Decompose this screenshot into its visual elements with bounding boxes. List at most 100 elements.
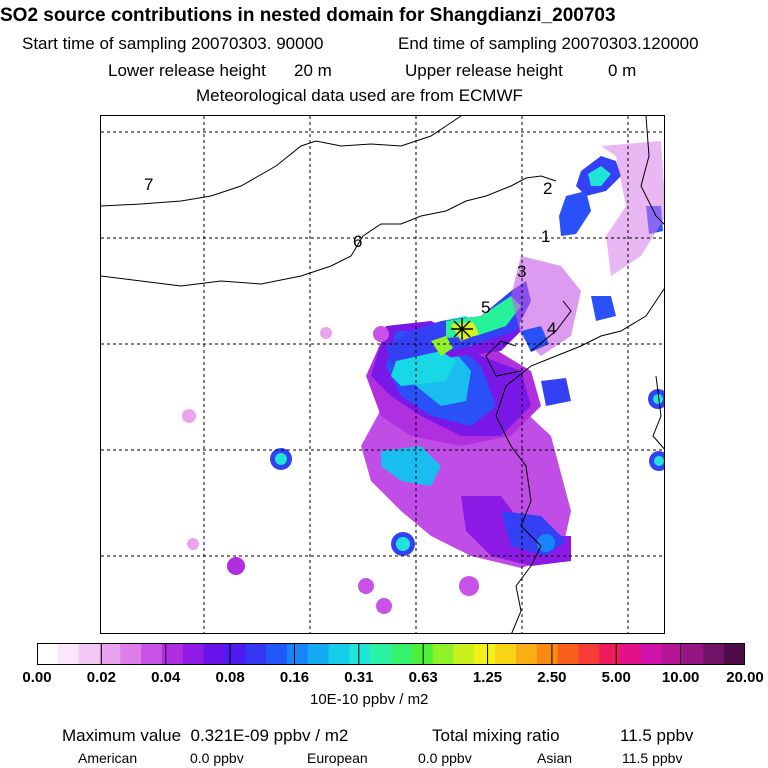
start-time: Start time of sampling 20070303. 90000 [22, 34, 324, 53]
border-line-north [101, 116, 462, 207]
patch-nw-1 [373, 326, 389, 342]
colorbar-swatch [266, 643, 288, 665]
plume-cyan-south [381, 446, 441, 486]
colorbar-tick-label: 0.04 [151, 669, 181, 686]
colorbar-swatches [36, 643, 746, 665]
colorbar-swatch [78, 643, 100, 665]
colorbar-swatch [557, 643, 579, 665]
colorbar [36, 643, 746, 665]
colorbar-swatch [370, 643, 392, 665]
patch-south-2 [358, 578, 374, 594]
asian-value: 11.5 ppbv [622, 750, 683, 766]
colorbar-swatch [411, 643, 434, 665]
met-data-note: Meteorological data used are from ECMWF [196, 86, 523, 105]
colorbar-swatch [453, 643, 475, 665]
border-line-ne [640, 116, 664, 225]
colorbar-swatch [620, 643, 642, 665]
colorbar-tick-label: 10.00 [661, 669, 700, 686]
colorbar-tick-label: 0.63 [408, 669, 438, 686]
region-label-7: 7 [144, 175, 154, 194]
colorbar-swatch [307, 643, 330, 665]
ne-island-2 [559, 191, 591, 236]
european-label: European [307, 750, 368, 766]
colorbar-tick-label: 0.31 [344, 669, 374, 686]
colorbar-swatch [120, 643, 142, 665]
patch-south-1-core [396, 537, 410, 551]
patch-east-1-core [653, 394, 663, 404]
colorbar-border [37, 643, 745, 665]
patch-east-2-core [654, 456, 664, 466]
coastline-peninsula [530, 300, 572, 352]
ne-island-1-core [588, 166, 611, 186]
ne-island-4 [591, 296, 616, 321]
american-label: American [78, 750, 138, 766]
patch-sw-1 [227, 557, 245, 575]
colorbar-tick-label: 0.08 [215, 669, 245, 686]
total-label: Total mixing ratio [432, 726, 560, 745]
total-value: 11.5 ppbv [620, 726, 694, 745]
coast-blue-patch-2 [541, 378, 571, 406]
max-value: 0.321E-09 ppbv / m2 [190, 726, 349, 745]
colorbar-swatch [661, 643, 684, 665]
upper-height-value: 0 m [608, 61, 637, 80]
colorbar-tick-label: 0.02 [86, 669, 116, 686]
colorbar-swatch [245, 643, 267, 665]
colorbar-swatch [703, 643, 725, 665]
region-label-2: 2 [543, 179, 553, 198]
colorbar-swatch [203, 643, 225, 665]
colorbar-swatch [432, 643, 454, 665]
colorbar-swatch [224, 643, 246, 665]
colorbar-tick-label: 0.16 [279, 669, 310, 686]
patch-south-3 [376, 598, 392, 614]
colorbar-swatch [599, 643, 621, 665]
coastline-bay [485, 340, 522, 377]
region-label-1: 1 [541, 227, 551, 246]
region-label-6: 6 [353, 232, 363, 251]
patch-sw-2 [187, 538, 199, 550]
colorbar-swatch [57, 643, 80, 665]
coastline-main [495, 288, 664, 633]
patch-west-1-core [275, 453, 287, 465]
region-label-3: 3 [517, 262, 527, 281]
patch-south-4 [459, 576, 479, 596]
colorbar-swatch [495, 643, 517, 665]
border-line-west [101, 175, 557, 287]
colorbar-swatch [349, 643, 371, 665]
colorbar-swatch [724, 643, 746, 665]
concentration-map: 1 2 3 4 5 6 7 [100, 115, 665, 634]
colorbar-swatch [474, 643, 496, 665]
lat-lon-grid [101, 116, 664, 633]
colorbar-swatch [182, 643, 205, 665]
max-label: Maximum value [62, 726, 182, 745]
band-yellowgreen [431, 336, 453, 356]
european-value: 0.0 ppbv [418, 750, 472, 766]
colorbar-swatch [141, 643, 163, 665]
colorbar-swatch [578, 643, 600, 665]
colorbar-swatch [286, 643, 309, 665]
asian-label: Asian [537, 750, 573, 766]
colorbar-swatch [99, 643, 121, 665]
colorbar-unit: 10E-10 ppbv / m2 [310, 691, 429, 708]
colorbar-swatch [391, 643, 413, 665]
patch-coast-south [537, 534, 555, 552]
max-value-line: Maximum value 0.321E-09 ppbv / m2 [62, 726, 348, 746]
region-label-5: 5 [481, 298, 491, 317]
ne-haze [601, 141, 664, 276]
coastlines [101, 116, 664, 633]
lower-height-label: Lower release height [108, 61, 266, 80]
upper-height-label: Upper release height [405, 61, 563, 80]
american-value: 0.0 ppbv [190, 750, 244, 766]
colorbar-tick-label: 2.50 [537, 669, 567, 686]
region-label-4: 4 [547, 319, 557, 338]
colorbar-swatch [640, 643, 663, 665]
end-time: End time of sampling 20070303.120000 [398, 34, 699, 53]
lower-height-value: 20 m [294, 61, 332, 80]
band-west-cyan [391, 351, 456, 386]
colorbar-tick-label: 0.00 [22, 669, 52, 686]
colorbar-swatch [682, 643, 704, 665]
colorbar-tick-label: 5.00 [601, 669, 631, 686]
chart-title: SO2 source contributions in nested domai… [0, 5, 616, 26]
colorbar-swatch [161, 643, 184, 665]
concentration-field [182, 141, 664, 614]
colorbar-swatch [536, 643, 559, 665]
